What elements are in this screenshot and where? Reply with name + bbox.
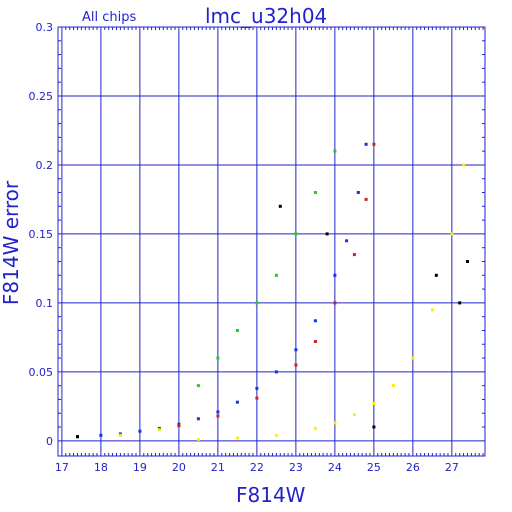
grid — [58, 26, 485, 456]
yellow-data-point — [333, 421, 337, 425]
yellow-data-point — [352, 413, 356, 417]
chart-title: lmc_u32h04 — [205, 4, 327, 28]
red-data-point — [177, 424, 181, 428]
x-tick-label: 27 — [445, 461, 459, 474]
data-points — [76, 142, 469, 441]
x-tick-label: 26 — [406, 461, 420, 474]
red-data-point — [333, 301, 337, 305]
blue-data-point — [99, 433, 103, 437]
x-axis-label: F814W — [236, 483, 306, 507]
yellow-data-point — [118, 433, 122, 437]
plot-frame — [57, 26, 486, 457]
blue-data-point — [364, 142, 368, 146]
blue-data-point — [216, 410, 220, 414]
red-data-point — [313, 340, 317, 343]
green-data-point — [255, 301, 259, 305]
x-tick-label: 22 — [250, 461, 264, 474]
x-tick-label: 23 — [289, 461, 303, 474]
y-tick-label: 0.15 — [29, 228, 54, 241]
blue-data-point — [345, 239, 349, 243]
yellow-data-point — [274, 433, 278, 437]
black-data-point — [278, 204, 282, 208]
x-tick-label: 17 — [55, 461, 69, 474]
yellow-data-point — [450, 232, 454, 236]
blue-data-point — [313, 319, 317, 323]
black-data-point — [76, 435, 79, 439]
yellow-data-point — [196, 437, 200, 441]
black-data-point — [325, 232, 329, 236]
y-tick-label: 0.05 — [29, 366, 54, 379]
x-tick-label: 19 — [133, 461, 147, 474]
y-axis-label: F814W error — [0, 180, 23, 305]
x-tick-label: 24 — [328, 461, 342, 474]
yellow-data-point — [411, 356, 415, 360]
yellow-data-point — [157, 428, 161, 432]
yellow-data-point — [372, 402, 376, 406]
x-tick-label: 25 — [367, 461, 381, 474]
green-data-point — [313, 191, 317, 194]
y-tick-label: 0.25 — [29, 90, 54, 103]
red-data-point — [216, 414, 220, 418]
y-tick-label: 0.1 — [36, 297, 54, 310]
yellow-data-point — [462, 163, 466, 167]
green-data-point — [294, 232, 298, 236]
black-data-point — [372, 425, 376, 429]
yellow-data-point — [430, 308, 434, 312]
black-data-point — [434, 273, 438, 277]
red-data-point — [294, 363, 298, 367]
red-data-point — [372, 142, 376, 146]
black-data-point — [466, 260, 469, 263]
blue-data-point — [196, 417, 200, 421]
blue-data-point — [333, 273, 337, 277]
red-data-point — [352, 253, 356, 257]
yellow-data-point — [235, 436, 239, 440]
green-data-point — [216, 356, 220, 360]
y-tick-label: 0.3 — [36, 21, 54, 34]
yellow-data-point — [391, 384, 395, 388]
blue-data-point — [274, 370, 278, 374]
green-data-point — [274, 273, 278, 277]
green-data-point — [196, 384, 200, 388]
chart-subtitle: All chips — [82, 10, 136, 25]
axis-ticks: 17 18 19 20 21 22 23 24 25 26 27 0 0.05 0.1 0.15 0.2 0.2… — [29, 21, 485, 474]
x-tick-label: 18 — [94, 461, 108, 474]
green-data-point — [333, 149, 337, 153]
black-data-point — [458, 301, 462, 305]
y-tick-label: 0 — [46, 435, 53, 448]
red-data-point — [255, 396, 259, 400]
blue-data-point — [235, 400, 239, 404]
red-data-point — [364, 197, 368, 201]
green-data-point — [235, 329, 239, 332]
blue-data-point — [294, 348, 298, 352]
yellow-data-point — [313, 426, 317, 430]
y-tick-label: 0.2 — [36, 159, 54, 172]
x-tick-label: 21 — [211, 461, 225, 474]
blue-data-point — [356, 191, 360, 194]
blue-data-point — [138, 429, 142, 433]
x-tick-label: 20 — [172, 461, 186, 474]
blue-data-point — [255, 386, 259, 390]
